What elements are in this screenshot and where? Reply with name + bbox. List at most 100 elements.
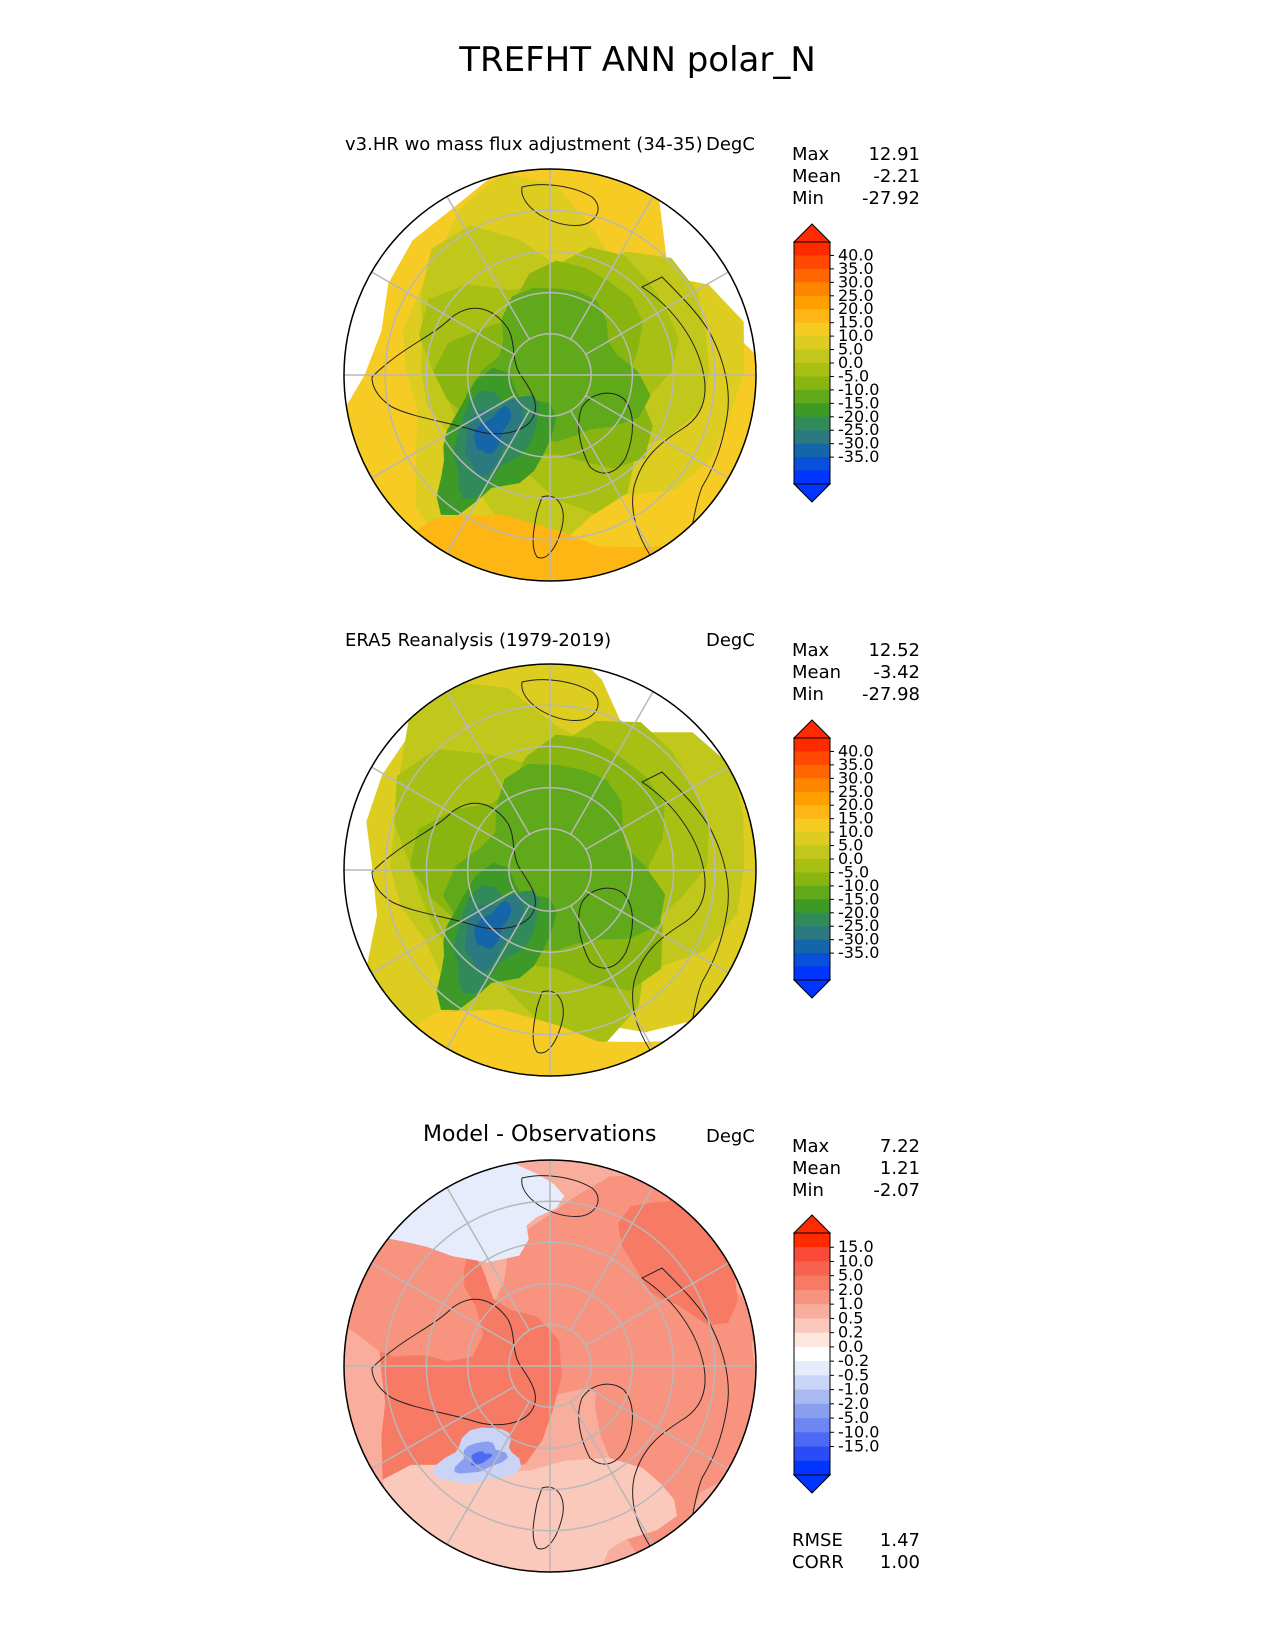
- colorbar-tick-label: 20.0: [838, 299, 874, 318]
- longitude-line: [446, 1187, 531, 1331]
- colorbar-segment: [794, 832, 830, 847]
- colorbar-segment: [794, 255, 830, 270]
- colorbar-segment: [794, 1418, 830, 1433]
- coastline: [521, 1175, 599, 1217]
- colorbar-tick-label: 2.0: [838, 1280, 863, 1299]
- colorbar-tick-label: -5.0: [838, 366, 869, 385]
- colorbar-tick-label: 0.5: [838, 1308, 863, 1327]
- colorbar-tick-label: -25.0: [838, 420, 879, 439]
- colorbar-tick-label: -35.0: [838, 447, 879, 466]
- colorbar-segment: [794, 845, 830, 860]
- map-boundary: [343, 663, 757, 1077]
- colorbar-segment: [794, 349, 830, 364]
- colorbar-tick-label: -30.0: [838, 434, 879, 453]
- longitude-line: [446, 691, 531, 835]
- colorbar-segment: [794, 470, 830, 485]
- colorbar-segment: [794, 805, 830, 820]
- panel-title-model: v3.HR wo mass flux adjustment (34-35): [345, 134, 703, 155]
- colorbar-tick-label: 0.0: [838, 1337, 863, 1356]
- colorbar-segment: [794, 738, 830, 752]
- colorbar-segment: [794, 1233, 830, 1248]
- colorbar-segment: [794, 912, 830, 927]
- units-model: DegC: [706, 134, 755, 155]
- coastline: [521, 184, 599, 226]
- coastline: [371, 1298, 536, 1426]
- colorbar-tick-label: 30.0: [838, 768, 874, 787]
- colorbar-segment: [794, 1361, 830, 1376]
- longitude-line: [371, 1262, 515, 1347]
- colorbar-segment: [794, 1346, 830, 1362]
- stats-model: Max 12.91 Mean -2.21 Min -27.92: [792, 144, 920, 209]
- panel-title-obs: ERA5 Reanalysis (1979-2019): [345, 630, 612, 651]
- colorbar-tick-label: 25.0: [838, 286, 874, 305]
- stats-diff: Max 7.22 Mean 1.21 Min -2.07: [792, 1136, 920, 1201]
- colorbar-segment: [794, 1332, 830, 1348]
- colorbar-tick-label: 15.0: [838, 313, 874, 332]
- map-boundary: [343, 168, 757, 582]
- colorbar-segment: [794, 791, 830, 806]
- stats-obs: Max 12.52 Mean -3.42 Min -27.98: [792, 640, 920, 705]
- colorbar-segment: [794, 282, 830, 297]
- polar-map-model: [343, 168, 757, 582]
- colorbar-segment: [794, 295, 830, 310]
- colorbar-tick-label: 5.0: [838, 1266, 863, 1285]
- longitude-line: [585, 889, 729, 974]
- longitude-line: [569, 410, 654, 554]
- colorbar-tick-label: -1.0: [838, 1380, 869, 1399]
- longitude-line: [585, 766, 729, 851]
- colorbar-segment: [794, 416, 830, 431]
- colorbar-segment: [794, 1275, 830, 1291]
- colorbar-segment: [794, 1389, 830, 1405]
- colorbar-segment: [794, 751, 830, 766]
- colorbar-tick-label: -5.0: [838, 862, 869, 881]
- colorbar-tick-label: -5.0: [838, 1408, 869, 1427]
- colorbar-segment: [794, 322, 830, 337]
- colorbar-segment: [794, 336, 830, 351]
- colorbar-tick-label: 40.0: [838, 245, 874, 264]
- colorbar-tick-label: 40.0: [838, 741, 874, 760]
- coastline: [521, 679, 599, 721]
- colorbar-segment: [794, 764, 830, 779]
- colorbar-svg: 15.010.05.02.01.00.50.20.0-0.2-0.5-1.0-2…: [792, 1214, 879, 1494]
- colorbar-segment: [794, 389, 830, 404]
- colorbar-max-extension: [792, 223, 832, 243]
- error-stats-diff: RMSE 1.47 CORR 1.00: [792, 1530, 920, 1573]
- colorbar-segment: [794, 885, 830, 900]
- longitude-line: [446, 196, 531, 340]
- colorbar-tick-label: -10.0: [838, 876, 879, 895]
- colorbar-min-extension: [792, 979, 832, 999]
- colorbar-segment: [794, 242, 830, 256]
- difference-contour: [470, 1451, 493, 1466]
- colorbar-max-extension: [792, 1214, 832, 1234]
- colorbar-segment: [794, 818, 830, 833]
- colorbar-max-extension: [792, 719, 832, 739]
- polar-map-diff: [343, 1159, 757, 1573]
- colorbar-tick-label: -0.2: [838, 1351, 869, 1370]
- colorbar-svg: 40.035.030.025.020.015.010.05.00.0-5.0-1…: [792, 719, 879, 999]
- colorbar-tick-label: -20.0: [838, 903, 879, 922]
- colorbar-model: 40.0 35.0 30.0 25.0 20.0 15.0 10.0 5.0 0.0 -5.0 -1…: [790, 222, 890, 522]
- colorbar-segment: [794, 859, 830, 873]
- colorbar-tick-label: 0.2: [838, 1323, 863, 1342]
- colorbar-segment: [794, 1304, 830, 1319]
- colorbar-segment: [794, 966, 830, 981]
- colorbar-segment: [794, 403, 830, 418]
- colorbar-tick-label: -0.5: [838, 1365, 869, 1384]
- longitude-line: [446, 410, 531, 554]
- longitude-line: [371, 394, 515, 479]
- longitude-line: [569, 1401, 654, 1545]
- colorbar-segment: [794, 1318, 830, 1334]
- colorbar-tick-label: -35.0: [838, 943, 879, 962]
- polar-map-obs: [343, 663, 757, 1077]
- units-diff: DegC: [706, 1126, 755, 1147]
- greenland-cold-contour: [473, 900, 512, 950]
- colorbar-min-extension: [792, 1474, 832, 1494]
- colorbar-tick-label: -15.0: [838, 393, 879, 412]
- colorbar-tick-label: 35.0: [838, 755, 874, 774]
- colorbar-tick-label: 20.0: [838, 795, 874, 814]
- longitude-line: [585, 1262, 729, 1347]
- coastline: [371, 307, 536, 435]
- longitude-line: [446, 1401, 531, 1545]
- colorbar-tick-label: 10.0: [838, 1251, 874, 1270]
- colorbar-segment: [794, 778, 830, 793]
